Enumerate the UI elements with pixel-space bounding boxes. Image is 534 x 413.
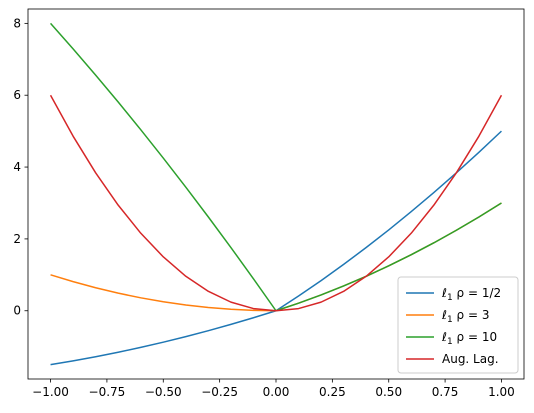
x-tick-label: −0.25 — [201, 385, 238, 399]
legend-label-3: ℓ1 ρ = 10 — [441, 330, 497, 347]
x-tick-label: 0.25 — [319, 385, 346, 399]
y-tick-label: 2 — [13, 232, 21, 246]
x-tick-label: −0.50 — [145, 385, 182, 399]
plot-area: −1.00 −0.75 −0.50 −0.25 0.00 0.25 0.50 0.75 1.00… — [13, 8, 525, 399]
legend-label-4: Aug. Lag. — [442, 352, 499, 366]
x-tick-label: 0.50 — [375, 385, 402, 399]
y-tick-label: 0 — [13, 304, 21, 318]
legend-box — [397, 276, 519, 374]
x-tick-label: 1.00 — [488, 385, 515, 399]
legend-label-1: ℓ1 ρ = 1/2 — [441, 286, 501, 303]
x-tick-label: 0.00 — [263, 385, 290, 399]
y-tick-label: 6 — [13, 88, 21, 102]
x-tick-label: −1.00 — [32, 385, 69, 399]
legend-label-2: ℓ1 ρ = 3 — [441, 308, 489, 325]
series-line-4 — [49, 94, 503, 312]
series-line-3 — [49, 22, 502, 312]
x-tick-label: −0.75 — [89, 385, 126, 399]
y-tick-label: 8 — [13, 16, 21, 30]
y-tick-label: 4 — [13, 160, 21, 174]
x-tick-label: 0.75 — [432, 385, 459, 399]
legend: ℓ1 ρ = 1/2 ℓ1 ρ = 3 ℓ1 ρ = 10 Aug. Lag. — [397, 276, 519, 374]
